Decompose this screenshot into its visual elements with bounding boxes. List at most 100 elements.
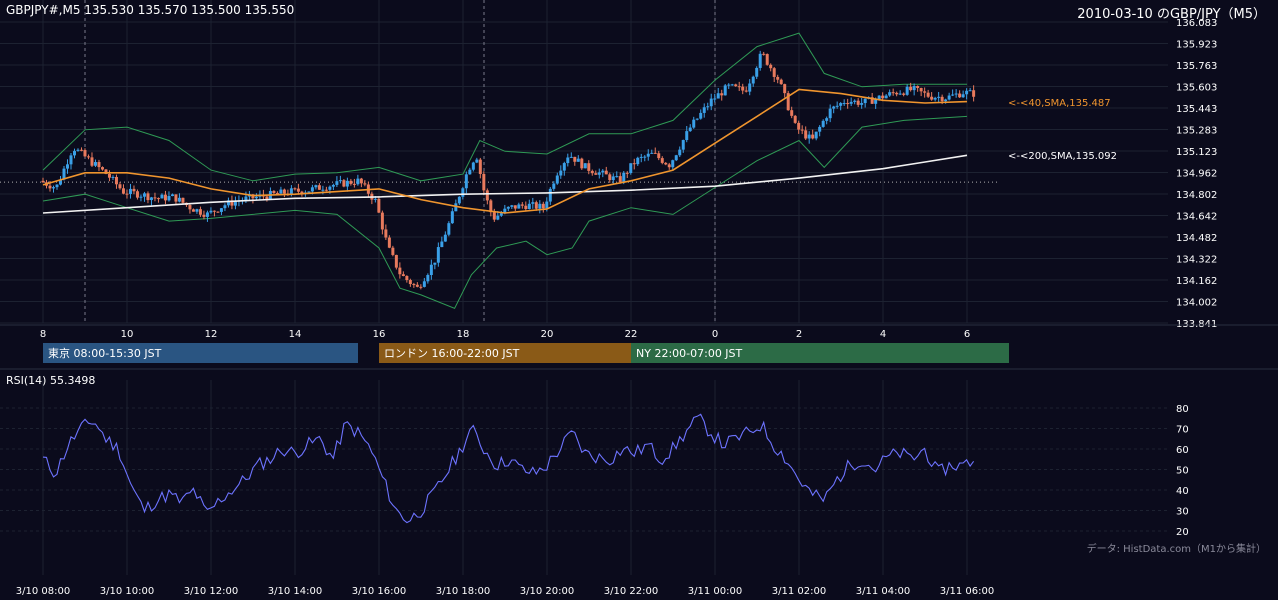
candle-body [870,97,874,104]
candle-body [608,174,612,181]
candle-body [930,96,934,100]
candle-body [107,173,111,178]
price-x-tick-label: 10 [121,329,134,340]
candle-body [534,202,538,209]
candle-body [485,190,489,201]
candle-body [265,196,269,200]
price-x-tick-label: 6 [964,329,970,340]
price-tick-label: 134.642 [1176,212,1217,223]
rsi-x-tick-label: 3/10 08:00 [16,586,70,597]
candle-body [90,157,94,166]
candle-body [569,156,573,158]
candle-body [699,112,703,119]
candle-body [646,153,650,157]
candle-body [965,90,969,95]
candle-body [499,213,503,216]
candle-body [202,214,206,217]
candle-body [391,247,395,255]
rsi-x-tick-label: 3/10 14:00 [268,586,322,597]
sma200-line [42,154,968,214]
rsi-x-tick-label: 3/11 00:00 [688,586,742,597]
candle-body [902,93,906,95]
candle-body [597,172,601,175]
candle-body [181,197,185,203]
rsi-x-tick-label: 3/11 06:00 [940,586,994,597]
candle-body [363,183,367,185]
candle-body [219,208,223,212]
candle-body [293,188,297,190]
candle-body [653,152,657,154]
candle-body [916,86,920,88]
candle-body [405,276,409,281]
price-x-tick-label: 12 [205,329,218,340]
candle-body [482,173,486,191]
candle-body [751,76,755,84]
candle-body [328,186,332,190]
candle-body [772,68,776,77]
candle-body [664,162,668,165]
candle-body [527,203,531,210]
candle-body [541,203,545,209]
candle-body [958,93,962,98]
candle-body [177,197,181,202]
rsi-x-tick-label: 3/11 02:00 [772,586,826,597]
candle-body [517,204,521,209]
candle-body [125,193,129,195]
candle-body [615,176,619,178]
candle-body [590,170,594,174]
candle-body [513,205,517,209]
candle-body [583,163,587,169]
candle-body [695,118,699,120]
candle-body [254,196,258,199]
candle-body [566,157,570,164]
candle-body [639,156,643,158]
candle-body [713,98,717,100]
candle-body [559,170,563,176]
candle-body [65,164,69,169]
candle-body [779,79,783,85]
candle-body [338,180,342,182]
candle-body [468,169,472,175]
candle-body [545,201,549,209]
candle-body [510,205,514,207]
candle-body [433,262,437,265]
candle-body [825,118,829,121]
candle-body [625,172,629,174]
candle-body [884,95,888,99]
candle-body [317,185,321,190]
candle-body [310,187,314,192]
candle-body [69,155,73,165]
candle-body [100,167,104,170]
candle-body [797,122,801,130]
price-x-tick-label: 18 [457,329,470,340]
candle-body [209,210,213,213]
candle-body [223,205,227,209]
candle-body [972,90,976,97]
candle-body [968,90,972,92]
candle-body [443,234,447,242]
candle-body [692,119,696,128]
candle-body [62,168,66,180]
candle-body [730,84,734,86]
price-x-tick-label: 2 [796,329,802,340]
candle-body [188,205,192,210]
candle-body [573,156,577,162]
symbol-line: GBPJPY#,M5 135.530 135.570 135.500 135.5… [6,3,295,17]
price-tick-label: 134.802 [1176,190,1217,201]
rsi-x-tick-label: 3/10 22:00 [604,586,658,597]
candle-body [76,149,80,151]
candle-body [195,209,199,212]
price-tick-label: 135.123 [1176,147,1217,158]
candle-body [846,103,850,105]
candle-body [790,110,794,116]
rsi-x-tick-label: 3/11 04:00 [856,586,910,597]
candle-body [643,156,647,158]
candle-body [940,96,944,102]
rsi-x-tick-label: 3/10 20:00 [520,586,574,597]
candle-body [359,178,363,184]
candle-body [478,159,482,174]
candle-body [748,83,752,92]
candle-body [104,169,108,174]
candle-body [244,196,248,201]
